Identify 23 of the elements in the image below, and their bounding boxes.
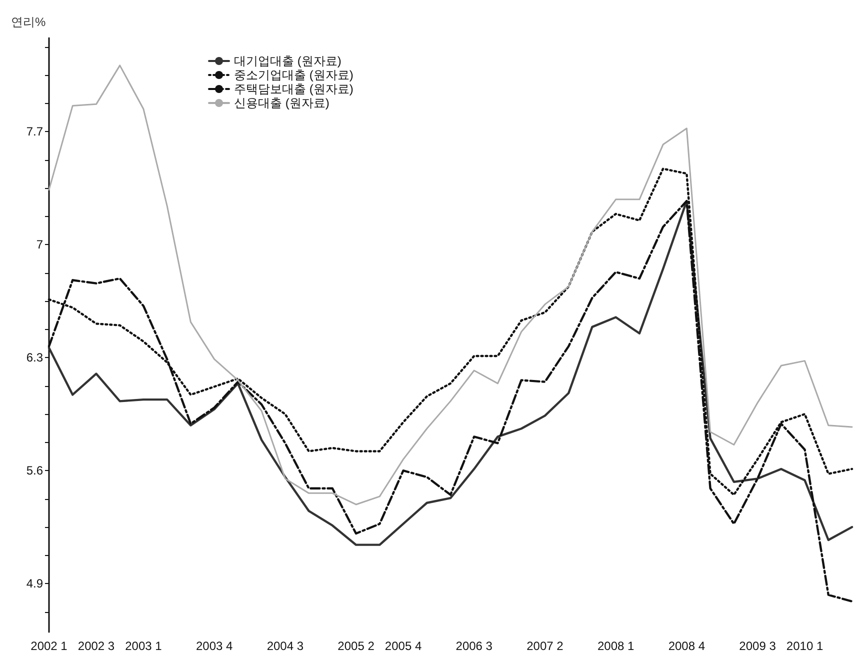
y-axis-title: 연리% (11, 15, 46, 29)
legend-label: 주택담보대출 (원자료) (234, 82, 354, 96)
x-tick-label: 2003 4 (196, 639, 233, 653)
legend-label: 중소기업대출 (원자료) (234, 68, 354, 82)
x-tick-label: 2010 1 (786, 639, 824, 653)
y-tick-label: 7.7 (26, 124, 44, 139)
x-tick-label: 2003 1 (125, 639, 162, 653)
x-tick-label: 2008 1 (597, 639, 634, 653)
x-tick-label: 2007 2 (526, 639, 564, 653)
x-tick-label: 2009 3 (739, 639, 776, 653)
x-tick-label: 2004 3 (266, 639, 304, 653)
y-tick-label: 5.6 (26, 464, 44, 478)
legend-label: 신용대출 (원자료) (234, 96, 330, 110)
y-tick-label: 4.9 (26, 576, 44, 591)
y-tick-label: 7 (36, 238, 44, 252)
legend-label: 대기업대출 (원자료) (234, 54, 342, 68)
x-tick-label: 2002 3 (78, 639, 115, 653)
x-tick-label: 2008 4 (668, 639, 706, 653)
x-tick-label: 2006 3 (456, 639, 493, 653)
x-tick-label: 2002 1 (30, 639, 68, 653)
x-tick-label: 2005 2 (338, 639, 375, 653)
x-tick-label: 2005 4 (384, 639, 422, 653)
y-tick-label: 6.3 (26, 350, 44, 365)
